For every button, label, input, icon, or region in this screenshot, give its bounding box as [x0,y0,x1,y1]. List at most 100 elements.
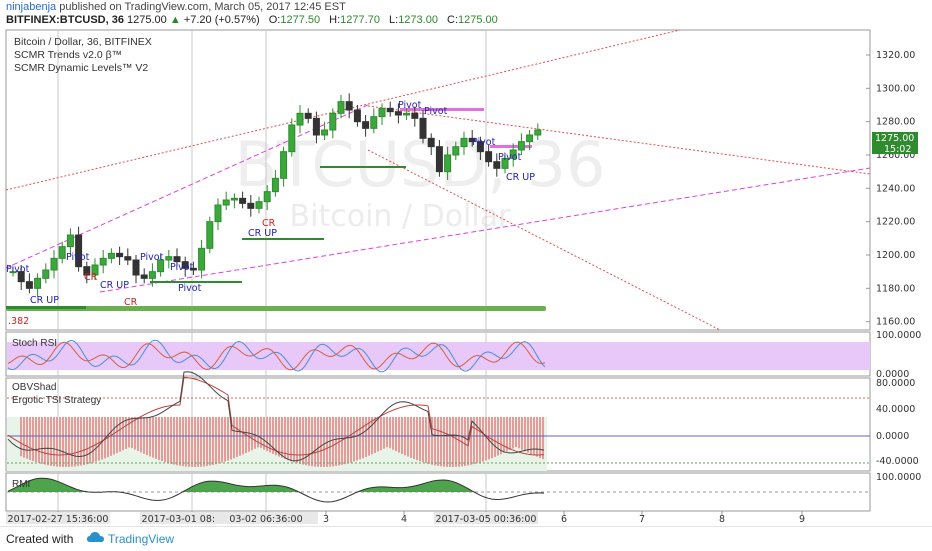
x-tick-label: 2017-03-01 08:24:00 [142,514,243,525]
tsi-bar [434,417,436,466]
stoch-d-line [7,341,546,371]
rmi-fill [8,478,545,492]
tsi-bar [236,417,238,458]
last-price: 1275.00 [127,14,167,26]
candle [222,191,230,210]
level-bar [6,306,86,309]
rmi-title[interactable]: RMI [12,479,31,490]
tsi-bar [353,417,355,462]
candle [198,240,206,279]
y-tick-label: 1220.00 [876,217,915,228]
x-tick-label: 03-02 06:36:00 [229,514,302,525]
tsi-bar [506,417,508,452]
tsi-bar [416,417,418,461]
tsi-bar [47,417,49,466]
tsi-bar [422,417,424,463]
candle [345,93,353,119]
obv-title[interactable]: OBVShad [12,382,57,393]
tsi-bar [68,417,70,467]
tsi-bar [317,417,319,467]
publish-line: ninjabenja published on TradingView.com,… [6,1,346,13]
tsi-bar [347,417,349,464]
tsi-bar [116,417,118,454]
candle [75,226,83,272]
candle [501,153,509,174]
tsi-bar [293,417,295,463]
tsi-bar [509,417,511,451]
candle [148,263,156,287]
stoch-title[interactable]: Stoch RSI [12,338,58,349]
candle [378,103,386,125]
x-tick-label: 3 [323,514,329,525]
tsi-bar [260,417,262,449]
tsi-bar [302,417,304,465]
tsi-bar [437,417,439,466]
tsi-bar [50,417,52,466]
candle [304,108,312,124]
tsi-bar [488,417,490,460]
tsi-bar [467,417,469,466]
candle [83,261,91,284]
tsi-bar [26,417,28,459]
tsi-bar [518,417,520,449]
countdown-label: 15:02 [884,144,911,155]
price-pane[interactable] [5,29,871,331]
candle [288,118,296,157]
tsi-bar [200,417,202,467]
tsi-bar [299,417,301,464]
tsi-bar [365,417,367,457]
tsi-bar [527,417,529,453]
candle [17,265,25,290]
tsi-title[interactable]: Ergotic TSI Strategy [12,395,102,406]
tsi-bar [359,417,361,460]
legend-levels[interactable]: SCMR Dynamic Levels™ V2 [14,62,149,74]
candle [485,145,493,167]
tsi-bar [419,417,421,462]
tsi-bar [182,417,184,467]
x-tick-label: 2017-03-05 00:36:00 [436,514,537,525]
candle [239,191,247,209]
x-tick-label: 2017-02-27 15:36:00 [8,514,109,525]
trend-lines [5,29,871,331]
tsi-bar [344,417,346,465]
tsi-bar [149,417,151,457]
tsi-bar [272,417,274,454]
candle [460,131,468,155]
legend-trends[interactable]: SCMR Trends v2.0 β™ [14,49,123,61]
stoch-k-line [7,339,546,373]
author-link[interactable]: ninjabenja [6,1,57,13]
candle [271,170,279,197]
candle [157,255,165,277]
tsi-bar [494,417,496,457]
candle [280,146,288,187]
x-date-box [434,512,538,524]
tsi-bar [203,417,205,467]
candle [263,185,271,210]
tsi-bar [41,417,43,464]
tsi-bar [101,417,103,460]
legend-symbol[interactable]: Bitcoin / Dollar, 36, BITFINEX [14,36,152,48]
candle [25,273,33,294]
candle [444,146,452,180]
tsi-bar [221,417,223,463]
candle [230,193,238,209]
tradingview-brand[interactable]: TradingView [108,532,175,546]
y-tick-label: 1160.00 [876,317,915,328]
tsi-bar [92,417,94,463]
tsi-bar [59,417,61,467]
tsi-bar [287,417,289,461]
pivot-label: Pivot [140,252,164,263]
tsi-bar [167,417,169,464]
candle [58,241,66,264]
candle [386,101,394,117]
series-legend: Bitcoin / Dollar, 36, BITFINEX SCMR Tren… [14,36,152,75]
last-price-marker [872,132,918,143]
tsi-bar [71,417,73,467]
tsi-bar [329,417,331,467]
tsi-bar [209,417,211,466]
tsi-bar [56,417,58,467]
tsi-bar [407,417,409,457]
y-tick-label: 0.0000 [876,431,909,442]
resistance-bar [400,108,484,111]
